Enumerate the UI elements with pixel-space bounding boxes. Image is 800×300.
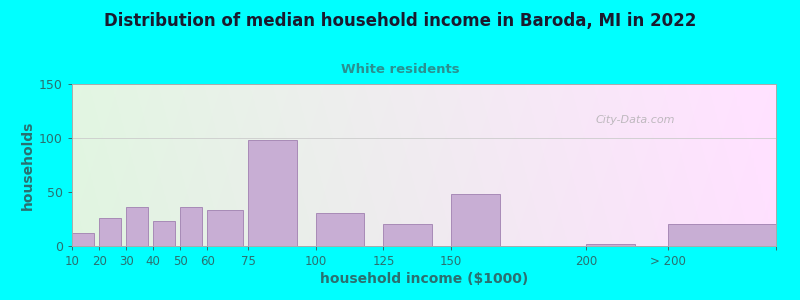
Bar (99, 218, 121, 246)
Y-axis label: households: households (21, 120, 35, 210)
Bar (586, 244, 635, 246)
Bar (248, 140, 297, 246)
Bar (316, 212, 365, 246)
X-axis label: household income ($1000): household income ($1000) (320, 272, 528, 286)
Text: Distribution of median household income in Baroda, MI in 2022: Distribution of median household income … (104, 12, 696, 30)
Bar (180, 207, 202, 246)
Bar (126, 207, 148, 246)
Text: White residents: White residents (341, 63, 459, 76)
Text: City-Data.com: City-Data.com (595, 115, 675, 124)
Bar (383, 224, 432, 246)
Bar (451, 194, 500, 246)
Bar (154, 221, 175, 246)
Bar (72, 233, 94, 246)
Bar (207, 210, 242, 246)
Bar (668, 224, 776, 246)
